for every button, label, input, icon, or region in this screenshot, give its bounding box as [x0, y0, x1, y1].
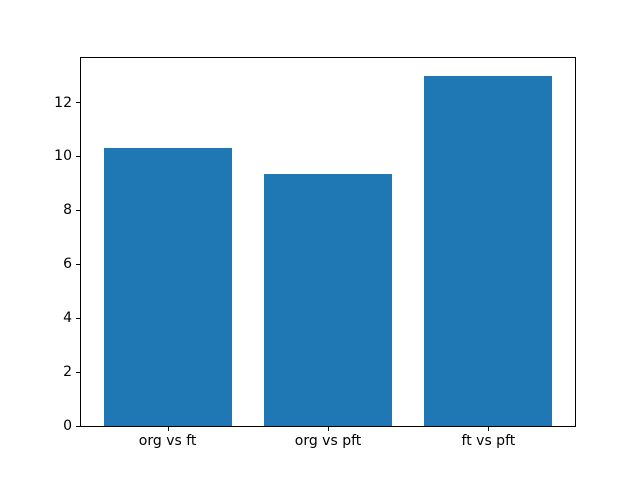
x-tick-mark: [328, 427, 329, 431]
bar-org-vs-ft: [103, 148, 232, 426]
x-tick-label-org-vs-pft: org vs pft: [294, 433, 362, 449]
y-tick-label: 6: [63, 256, 72, 273]
bar-ft-vs-pft: [424, 75, 553, 426]
y-tick-label: 12: [54, 94, 72, 111]
y-tick-mark: [76, 210, 80, 211]
plot-area: [81, 58, 575, 426]
x-tick-label-ft-vs-pft: ft vs pft: [461, 433, 516, 449]
y-tick-mark: [76, 318, 80, 319]
y-tick-label: 2: [63, 364, 72, 381]
x-tick-mark: [168, 427, 169, 431]
y-tick-mark: [76, 372, 80, 373]
x-tick-label-org-vs-ft: org vs ft: [138, 433, 197, 449]
bar-org-vs-pft: [263, 173, 393, 426]
y-tick-label: 8: [63, 202, 72, 219]
y-tick-label: 4: [63, 310, 72, 327]
x-tick-mark: [488, 427, 489, 431]
axes-frame: [80, 57, 576, 427]
y-tick-label: 10: [54, 148, 72, 165]
y-tick-mark: [76, 264, 80, 265]
y-tick-mark: [76, 156, 80, 157]
y-tick-mark: [76, 426, 80, 427]
y-tick-mark: [76, 102, 80, 103]
y-tick-label: 0: [63, 418, 72, 434]
